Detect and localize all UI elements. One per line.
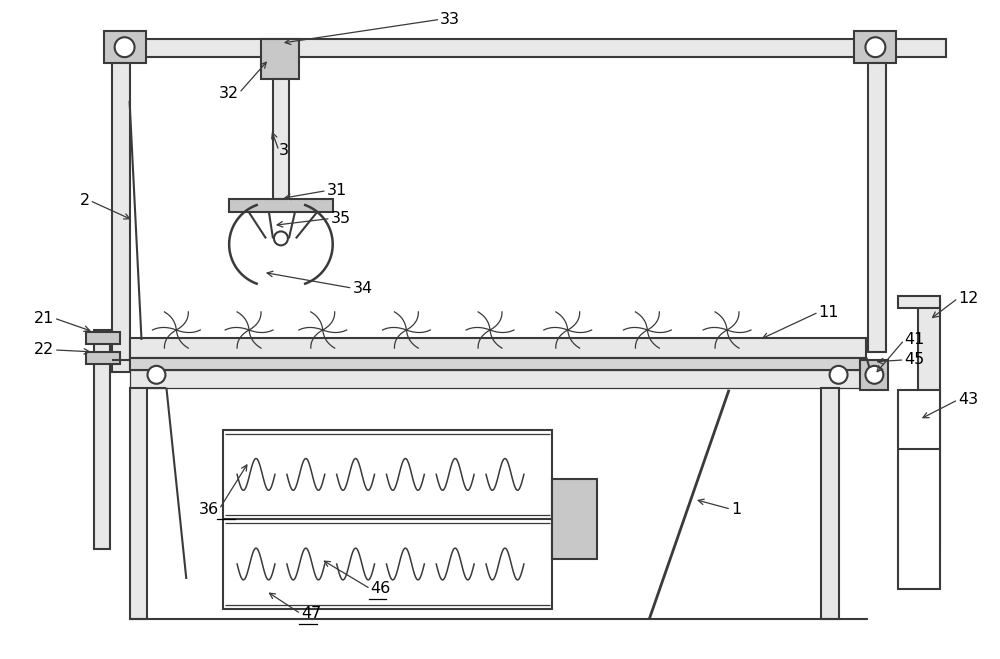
Circle shape [115,38,135,57]
Text: 32: 32 [219,86,239,101]
Circle shape [865,38,885,57]
Bar [130,387,147,619]
Bar [112,63,130,372]
Bar [860,360,888,389]
Bar [130,370,866,387]
Bar [94,330,110,549]
Bar [229,198,333,212]
Bar [821,387,839,619]
Text: 11: 11 [819,304,839,320]
Text: 43: 43 [958,392,978,407]
Bar [273,79,289,198]
Bar [868,63,886,352]
Bar [898,389,940,589]
Bar [120,40,946,57]
Text: 1: 1 [731,501,741,517]
Bar [130,338,866,358]
Text: 3: 3 [279,143,289,158]
Text: 45: 45 [904,353,925,367]
Bar [223,430,552,609]
Text: 35: 35 [331,211,351,226]
Circle shape [865,366,883,384]
Text: 36: 36 [199,501,219,517]
Text: 21: 21 [34,310,54,326]
Circle shape [147,366,165,384]
Text: 47: 47 [301,606,321,621]
Text: 33: 33 [440,12,460,27]
Bar [86,352,120,364]
Circle shape [830,366,848,384]
Text: 41: 41 [904,332,925,347]
Bar [552,479,597,559]
Bar [104,31,146,63]
Bar [130,358,866,370]
Text: 12: 12 [958,291,978,306]
Text: 31: 31 [327,183,347,198]
Text: 2: 2 [80,193,90,208]
Bar [918,300,940,549]
Text: 34: 34 [353,281,373,296]
Text: 46: 46 [371,581,391,596]
Circle shape [274,231,288,245]
Bar [261,40,299,79]
Bar [854,31,896,63]
Text: 22: 22 [34,343,54,357]
Bar [86,332,120,344]
Bar [898,296,940,308]
